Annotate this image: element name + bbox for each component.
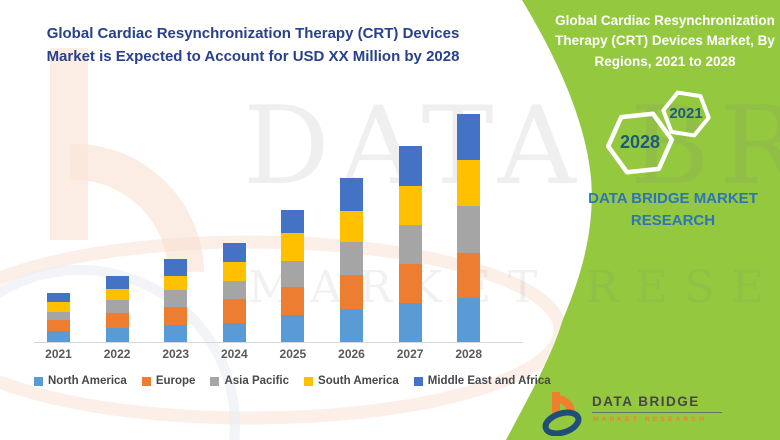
bar-segment-asia-pacific-2028 bbox=[457, 206, 481, 253]
legend-swatch-icon bbox=[210, 376, 220, 386]
x-axis-label-2028: 2028 bbox=[455, 347, 483, 361]
bar-segment-south-america-2024 bbox=[222, 262, 246, 281]
logo-underline bbox=[592, 412, 722, 413]
x-axis-label-2022: 2022 bbox=[103, 347, 131, 361]
legend-swatch-icon bbox=[34, 376, 43, 386]
bar-segment-south-america-2028 bbox=[457, 160, 481, 206]
bar-segment-europe-2026 bbox=[340, 275, 363, 309]
legend-label: Europe bbox=[155, 375, 196, 387]
bar-segment-asia-pacific-2023 bbox=[164, 290, 188, 307]
x-axis-label-2025: 2025 bbox=[279, 347, 307, 361]
legend-label: South America bbox=[318, 375, 399, 387]
bar-segment-middle-east-and-africa-2021 bbox=[47, 293, 70, 302]
bar-segment-europe-2022 bbox=[105, 313, 129, 328]
bar-segment-north-america-2023 bbox=[164, 325, 188, 342]
legend-label: Middle East and Africa bbox=[427, 375, 551, 387]
bar-segment-middle-east-and-africa-2023 bbox=[164, 259, 188, 276]
bar-segment-europe-2023 bbox=[164, 307, 188, 325]
watermark-text-row2: MARKET RESEARCH bbox=[248, 262, 780, 313]
bar-segment-north-america-2024 bbox=[222, 323, 246, 342]
x-axis-label-2023: 2023 bbox=[162, 347, 190, 361]
bar-segment-europe-2027 bbox=[398, 264, 422, 303]
legend-swatch-icon bbox=[141, 376, 151, 386]
bar-segment-north-america-2026 bbox=[340, 309, 363, 342]
legend-item-asia-pacific: Asia Pacific bbox=[210, 375, 289, 387]
bar-segment-north-america-2021 bbox=[47, 331, 70, 342]
legend-swatch-icon bbox=[304, 376, 314, 386]
bar-segment-asia-pacific-2026 bbox=[340, 242, 363, 275]
bar-segment-asia-pacific-2022 bbox=[105, 300, 129, 313]
bar-segment-south-america-2022 bbox=[105, 289, 129, 300]
x-axis-label-2026: 2026 bbox=[338, 347, 365, 361]
legend-label: Asia Pacific bbox=[224, 375, 290, 387]
hexagon-year-2021: 2021 bbox=[669, 105, 703, 122]
bar-segment-south-america-2025 bbox=[281, 233, 305, 261]
bar-segment-europe-2025 bbox=[281, 287, 305, 315]
bar-segment-middle-east-and-africa-2027 bbox=[398, 146, 422, 186]
legend-item-north-america: North America bbox=[34, 375, 127, 387]
x-axis-label-2021: 2021 bbox=[45, 347, 72, 361]
bar-segment-asia-pacific-2027 bbox=[398, 225, 422, 264]
bar-segment-south-america-2026 bbox=[340, 211, 363, 242]
bar-segment-north-america-2027 bbox=[398, 303, 422, 342]
legend-swatch-icon bbox=[413, 376, 423, 386]
bar-segment-middle-east-and-africa-2026 bbox=[340, 178, 363, 211]
bar-segment-europe-2021 bbox=[47, 320, 70, 331]
bar-segment-south-america-2027 bbox=[398, 186, 422, 225]
legend-item-south-america: South America bbox=[304, 375, 399, 387]
hexagon-year-2028: 2028 bbox=[619, 132, 661, 152]
data-bridge-logo: DATA BRIDGE MARKET RESEARCH bbox=[542, 388, 762, 436]
bar-segment-asia-pacific-2024 bbox=[222, 281, 246, 299]
chart-title: Global Cardiac Resynchronization Therapy… bbox=[46, 25, 460, 66]
data-bridge-logo-icon bbox=[542, 392, 582, 436]
hexagon-2028-icon bbox=[605, 111, 675, 175]
logo-subtitle: MARKET RESEARCH bbox=[593, 416, 708, 423]
bar-segment-middle-east-and-africa-2025 bbox=[281, 210, 305, 233]
x-axis-line bbox=[34, 342, 523, 343]
bar-segment-north-america-2028 bbox=[457, 298, 481, 342]
bar-segment-north-america-2025 bbox=[281, 315, 305, 342]
bar-segment-asia-pacific-2025 bbox=[281, 261, 305, 287]
bar-segment-south-america-2021 bbox=[47, 302, 70, 312]
plot-area: 2021 2022 2023 2024 2025 2026 2027 2028 bbox=[45, 114, 483, 361]
bar-segment-middle-east-and-africa-2024 bbox=[222, 243, 246, 262]
bar-segment-asia-pacific-2021 bbox=[47, 312, 70, 320]
legend: North America Europe Asia Pacific South Ame… bbox=[34, 375, 551, 387]
legend-item-europe: Europe bbox=[141, 375, 196, 387]
hexagon-2021-icon bbox=[661, 90, 711, 138]
x-axis-label-2027: 2027 bbox=[396, 347, 424, 361]
bar-segment-middle-east-and-africa-2028 bbox=[457, 114, 481, 160]
bar-segment-south-america-2023 bbox=[164, 276, 188, 290]
bar-segment-europe-2028 bbox=[457, 253, 481, 298]
brand-text: DATA BRIDGE MARKET RESEARCH bbox=[588, 190, 758, 229]
watermark-text-row1: DATA BRIDGE bbox=[243, 84, 780, 209]
legend-item-middle-east-and-africa: Middle East and Africa bbox=[413, 375, 551, 387]
legend-label: North America bbox=[48, 375, 127, 387]
right-panel-title: Global Cardiac Resynchronization Therapy… bbox=[555, 13, 775, 69]
bar-segment-europe-2024 bbox=[222, 299, 246, 323]
x-axis-label-2024: 2024 bbox=[220, 347, 248, 361]
bar-segment-middle-east-and-africa-2022 bbox=[105, 276, 129, 289]
bar-segment-north-america-2022 bbox=[105, 328, 129, 342]
logo-title: DATA BRIDGE bbox=[592, 394, 700, 409]
